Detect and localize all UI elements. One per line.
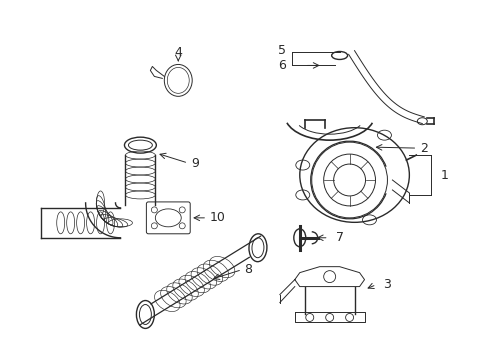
- Text: 10: 10: [210, 211, 225, 224]
- Text: 3: 3: [383, 278, 390, 291]
- Text: 7: 7: [335, 231, 343, 244]
- Text: 9: 9: [191, 157, 199, 170]
- Text: 8: 8: [244, 263, 251, 276]
- Text: 5: 5: [277, 44, 285, 57]
- Text: 1: 1: [439, 168, 447, 181]
- Text: 2: 2: [420, 141, 427, 155]
- Text: 6: 6: [277, 59, 285, 72]
- Text: 4: 4: [174, 46, 182, 59]
